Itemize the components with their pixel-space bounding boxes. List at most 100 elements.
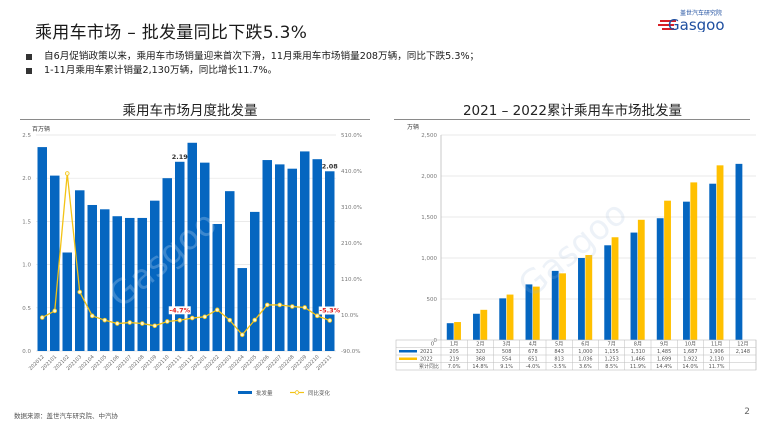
yoy-data-label: -5.3%: [319, 307, 340, 315]
x-tick-label: 3月: [503, 342, 511, 348]
bar-2021-4月: [525, 284, 533, 340]
table-cell: 7.0%: [448, 364, 461, 370]
table-cell: 11.9%: [630, 364, 646, 370]
bar-2021-7月: [604, 245, 612, 340]
yoy-point-202203: [227, 317, 233, 323]
legend-bar-swatch: [238, 391, 252, 394]
table-cell: 554: [502, 357, 512, 363]
table-cell: 508: [502, 349, 512, 355]
bar-202103: [75, 190, 85, 351]
y2-tick-label: 10.0%: [341, 313, 358, 319]
x-tick-label: 12月: [737, 342, 748, 348]
yoy-data-label: -4.7%: [169, 306, 190, 314]
table-cell: 9.1%: [500, 364, 513, 370]
y-tick-label: 2,500: [421, 133, 437, 139]
x-tick-label: 9月: [660, 342, 668, 348]
bar-202211: [325, 171, 335, 351]
table-row-label: 2022: [420, 357, 433, 363]
bar-2022-4月: [532, 286, 540, 340]
bar-2022-7月: [611, 237, 619, 340]
yoy-point-202111: [177, 317, 183, 323]
bar-202111: [175, 161, 185, 351]
y2-tick-label: 410.0%: [341, 169, 362, 175]
bar-data-label: 2.19: [172, 153, 189, 161]
bar-202207: [275, 164, 285, 351]
bullet-square-icon: [26, 54, 32, 60]
table-cell: 813: [554, 357, 564, 363]
table-cell: 1,922: [683, 357, 697, 363]
yoy-point-202108: [139, 321, 145, 326]
x-tick-label: 1月: [450, 342, 458, 348]
zero-label: 0: [431, 342, 434, 348]
bar-202109: [150, 200, 160, 351]
x-tick-label: 6月: [581, 342, 589, 348]
bar-202104: [87, 204, 97, 351]
table-cell: 205: [449, 349, 459, 355]
page-number: 2: [744, 407, 750, 417]
legend-line-marker: [294, 390, 300, 395]
logo-cn: 盖世汽车研究院: [680, 9, 722, 17]
monthly-chart-title-rule: [20, 119, 370, 120]
table-cell: 843: [554, 349, 564, 355]
yoy-point-202105: [102, 317, 108, 323]
table-cell: 368: [476, 357, 486, 363]
summary-bullets: 自6月促销政策以来，乘用车市场销量迎来首次下滑，11月乘用车市场销量208万辆，…: [26, 50, 479, 78]
yoy-label-bg: [318, 306, 341, 315]
yoy-point-202208: [289, 304, 295, 309]
bar-202203: [225, 191, 235, 351]
yoy-point-202107: [127, 320, 133, 325]
y2-tick-label: 310.0%: [341, 205, 362, 211]
bar-2022-9月: [664, 200, 671, 340]
yoy-point-202110: [164, 319, 170, 324]
y2-tick-label: 110.0%: [341, 277, 362, 283]
table-row-label: 累计同比: [419, 363, 439, 370]
bar-202106: [112, 216, 122, 351]
table-cell: 11.7%: [709, 364, 725, 370]
bar-202209: [300, 151, 310, 351]
yoy-point-202207: [277, 302, 283, 308]
y-tick-label: 500: [427, 297, 438, 303]
y-tick-label: 2.0: [22, 176, 31, 182]
bar-2021-2月: [473, 313, 480, 340]
yoy-point-202103: [77, 289, 83, 295]
table-cell: 3.6%: [579, 364, 592, 370]
yoy-point-202204: [239, 332, 245, 338]
table-cell: 2,148: [736, 349, 750, 355]
gasgoo-logo: 盖世汽车研究院 Gasgoo: [658, 9, 725, 32]
bar-202107: [125, 217, 135, 351]
bar-202202: [212, 223, 222, 351]
y-tick-label: 2,000: [421, 174, 437, 180]
bar-2022-3月: [506, 294, 514, 340]
page-title: 乘用车市场 – 批发量同比下跌5.3%: [35, 23, 308, 43]
monthly-wholesale-chart: 百万辆 0.0 0.5 1.0 1.5 2.0 2.5 -90.0% 10.0% 110.0% 21…: [22, 125, 362, 397]
y-tick-label: 0.0: [22, 349, 31, 355]
yoy-point-202202: [214, 307, 220, 313]
x-tick-label: 11月: [711, 342, 722, 348]
table-cell: 14.4%: [656, 364, 672, 370]
bar-2021-12月: [735, 163, 743, 340]
table-cell: 8.5%: [605, 364, 618, 370]
bar-202105: [100, 209, 110, 351]
y-tick-label: 1,500: [421, 215, 437, 221]
legend-swatch-2022: [399, 357, 417, 360]
legend-line-label: 同比变化: [308, 389, 331, 397]
legend-swatch-2021: [399, 350, 417, 353]
bar-202101: [50, 175, 60, 351]
table-cell: 1,485: [657, 349, 671, 355]
table-cell: 219: [449, 357, 459, 363]
yoy-label-bg: [168, 306, 191, 315]
bar-2022-11月: [716, 165, 724, 340]
bar-2021-3月: [499, 298, 507, 340]
y-tick-label: 1.0: [22, 263, 31, 269]
table-cell: 14.8%: [472, 364, 488, 370]
yoy-point-202209: [302, 305, 308, 310]
bullet-text: 1-11月乘用车累计销量2,130万辆，同比增长11.7%。: [44, 65, 278, 76]
logo-mark-icon: [658, 20, 676, 30]
logo-en: Gasgoo: [668, 16, 725, 32]
y-tick-label: 2.5: [22, 133, 31, 139]
cumulative-chart-title-rule: [394, 119, 750, 120]
table-cell: 1,036: [578, 357, 592, 363]
bar-2022-10月: [690, 182, 698, 340]
table-cell: 1,000: [578, 349, 592, 355]
bar-2022-8月: [637, 219, 645, 340]
